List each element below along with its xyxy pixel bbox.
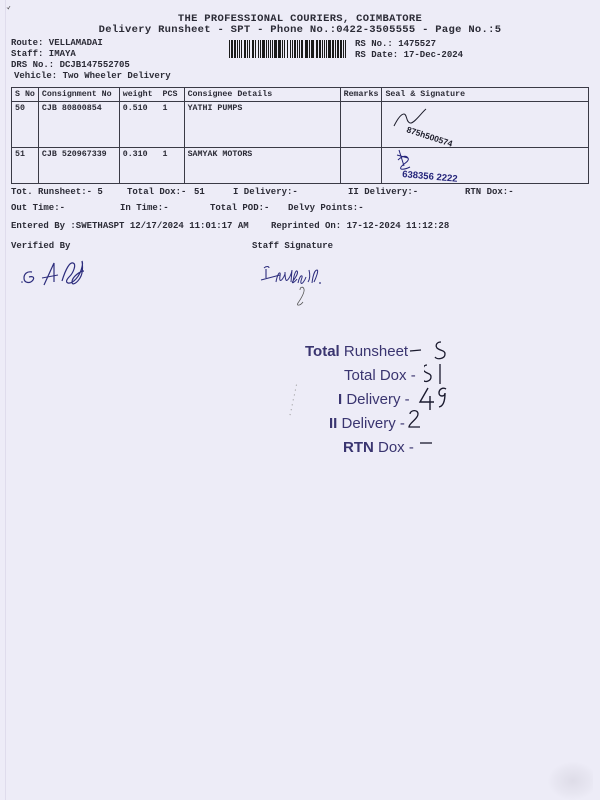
svg-text:638356 2222: 638356 2222 [402,169,458,185]
